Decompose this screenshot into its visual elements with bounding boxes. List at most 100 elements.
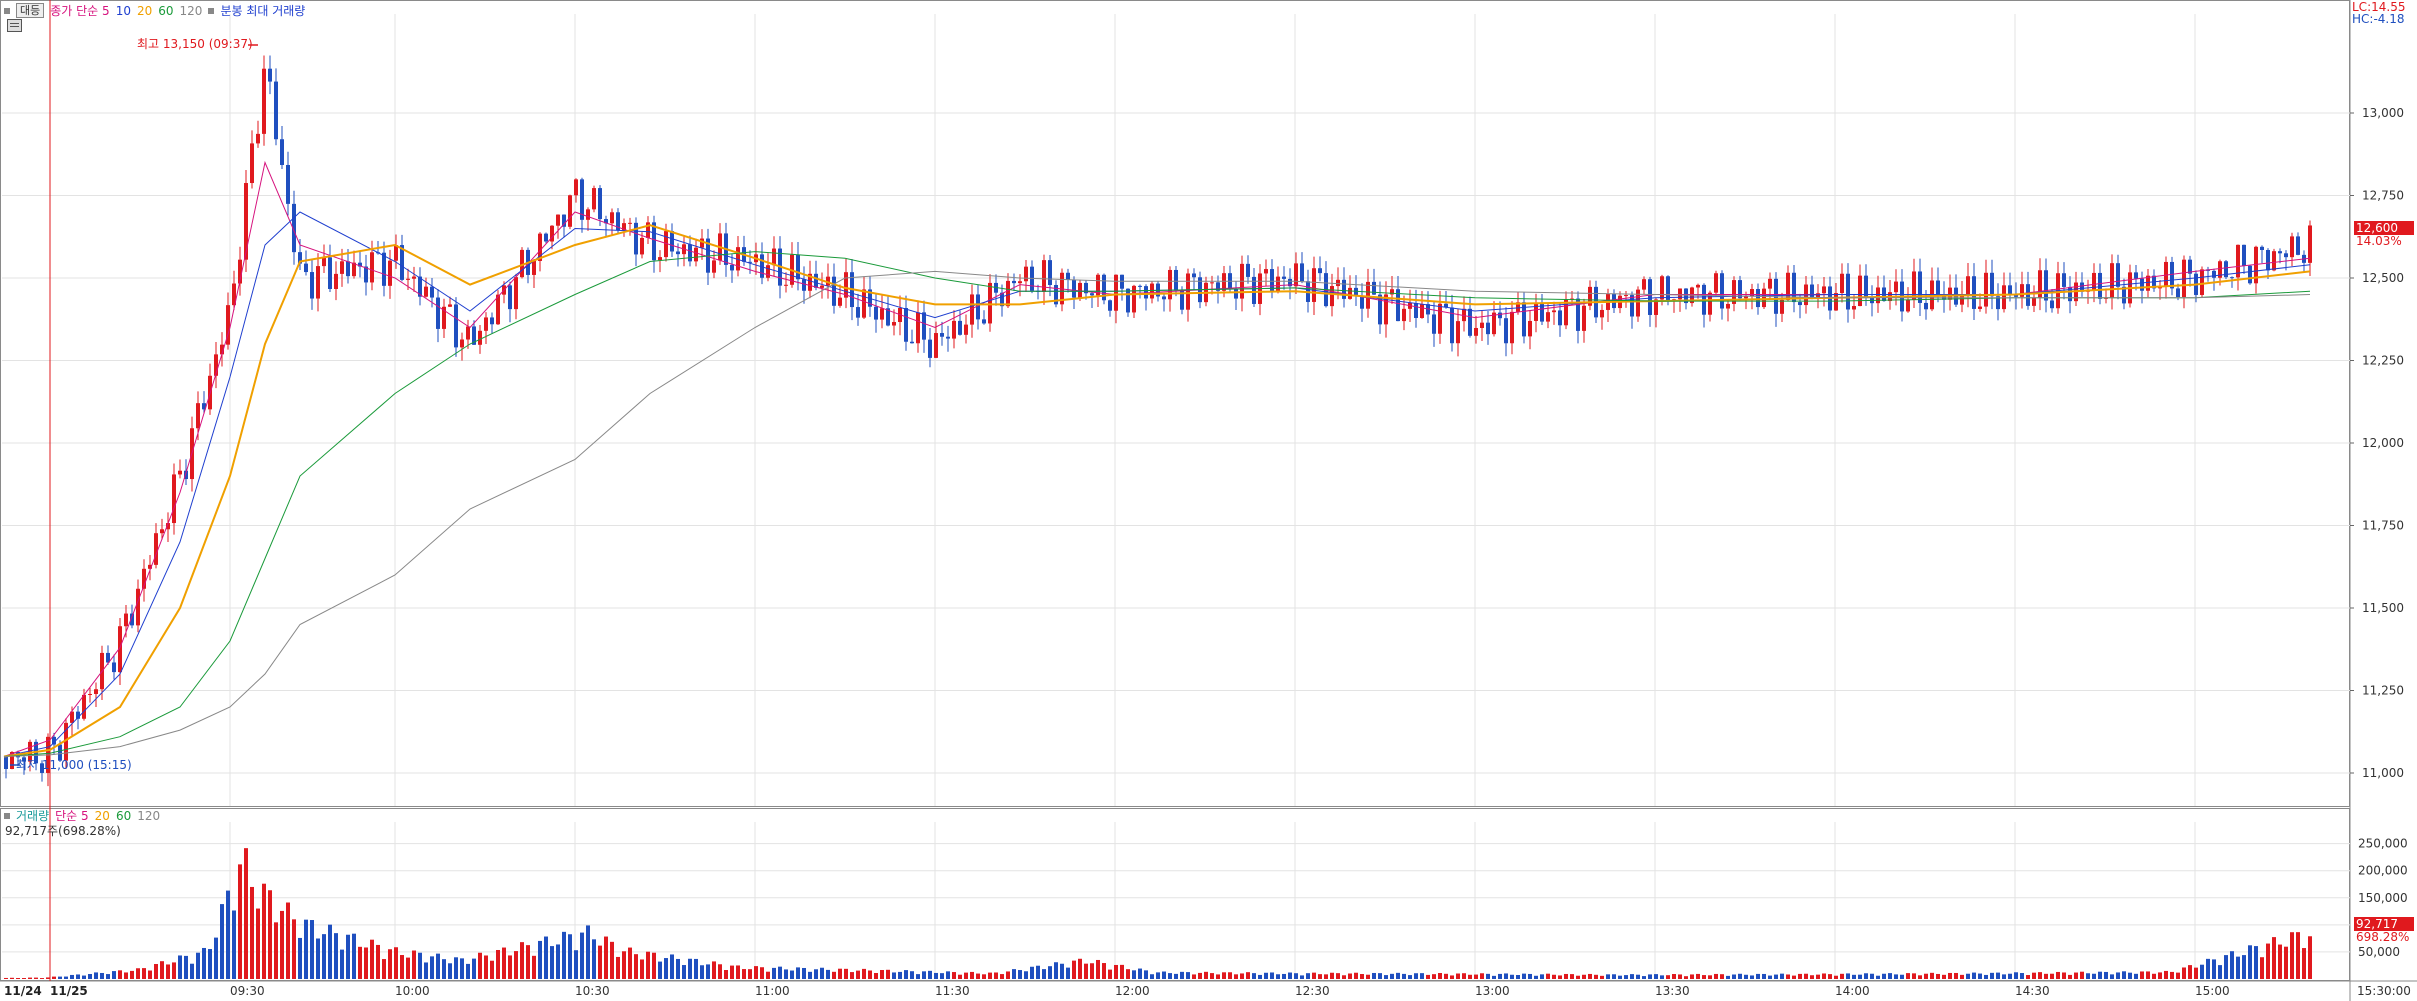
volume-legend: 거래량 단순 5 20 60 120 [4, 807, 160, 824]
candle-body [1504, 318, 1508, 344]
volume-bar [520, 942, 524, 979]
volume-bar [1042, 969, 1046, 979]
volume-bar [1480, 973, 1484, 979]
ratio-button[interactable]: 대등 [16, 3, 45, 18]
legend-ma60: 60 [158, 3, 174, 18]
volume-bar [94, 972, 98, 979]
candle-body [1894, 281, 1898, 293]
candle-body [514, 277, 518, 310]
volume-bar [2224, 955, 2228, 979]
volume-bar [1360, 974, 1364, 979]
volume-bar [892, 972, 896, 979]
volume-bar [616, 956, 620, 979]
volume-bar [1786, 974, 1790, 979]
volume-bar [1114, 964, 1118, 979]
volume-bar [1300, 975, 1304, 979]
volume-bar [58, 976, 62, 979]
volume-bar [274, 922, 278, 979]
volume-bar [1738, 973, 1742, 979]
volume-bar [1918, 975, 1922, 979]
candle-body [1132, 285, 1136, 313]
candle-body [796, 254, 800, 280]
candle-body [1750, 289, 1754, 297]
current-volume-tag: 92,717 [2354, 917, 2414, 931]
volume-bar [40, 978, 44, 979]
ma-line-120 [3, 270, 2311, 757]
volume-bar [1648, 974, 1652, 979]
price-tick-label: 11,000 [2362, 766, 2404, 780]
volume-bar [1654, 974, 1658, 979]
candle-body [964, 324, 968, 335]
candle-body [226, 305, 230, 345]
candle-body [1372, 281, 1376, 295]
volume-bar [1060, 963, 1064, 979]
candle-body [184, 470, 188, 480]
candle-body [2254, 246, 2258, 284]
candle-body [88, 693, 92, 695]
volume-bar [1930, 972, 1934, 979]
volume-bar [2014, 972, 2018, 979]
candle-body [280, 139, 284, 165]
candle-body [2182, 259, 2186, 298]
candle-body [1732, 280, 1736, 304]
candle-body [2170, 261, 2174, 289]
candle-body [238, 259, 242, 284]
ma-line-단순 5 [3, 160, 2311, 757]
volume-bar [994, 972, 998, 979]
ma-line-10 [3, 211, 2311, 757]
candle-body [2110, 263, 2114, 298]
candle-body [358, 262, 362, 267]
candle-body [2188, 259, 2192, 274]
volume-bar [736, 965, 740, 979]
candle-body [232, 283, 236, 306]
candle-body [1108, 300, 1112, 311]
candle-body [1276, 276, 1280, 291]
volume-bar [2200, 964, 2204, 979]
candle-body [1540, 303, 1544, 322]
candle-body [1348, 287, 1352, 299]
volume-bar [160, 961, 164, 979]
candle-body [1342, 279, 1346, 299]
volume-bar [1954, 972, 1958, 979]
volume-bar [1558, 975, 1562, 979]
candle-body [1012, 280, 1016, 284]
volume-bar [1456, 973, 1460, 979]
volume-bar [2086, 973, 2090, 979]
candle-body [4, 756, 8, 769]
volume-bar [424, 962, 428, 979]
volume-bar [2188, 965, 2192, 979]
volume-bar [310, 920, 314, 979]
candle-body [1180, 290, 1184, 310]
candle-body [160, 529, 164, 534]
candle-body [1216, 282, 1220, 291]
volume-bar [1408, 975, 1412, 979]
volume-bar [562, 931, 566, 979]
candle-body [736, 247, 740, 271]
time-tick-label: 11:00 [755, 984, 790, 998]
candle-body [544, 233, 548, 242]
candle-body [1660, 276, 1664, 300]
volume-bar [1612, 974, 1616, 979]
list-icon[interactable] [7, 19, 22, 32]
volume-bar [610, 941, 614, 979]
volume-bar [988, 972, 992, 979]
volume-bar [1054, 962, 1058, 979]
volume-bar [2302, 948, 2306, 979]
legend-vol-ma60: 60 [115, 808, 132, 823]
volume-bar [1792, 975, 1796, 979]
volume-bar [1990, 972, 1994, 979]
volume-bar [1894, 974, 1898, 979]
candle-body [1054, 284, 1058, 305]
volume-bar [28, 977, 32, 979]
candle-body [2242, 244, 2246, 266]
candle-body [2062, 273, 2066, 287]
volume-bar [484, 955, 488, 979]
candle-body [1396, 289, 1400, 322]
volume-bar [448, 963, 452, 979]
candle-body [1630, 295, 1634, 317]
volume-bar [1606, 974, 1610, 979]
volume-bar [178, 955, 182, 979]
candle-body [1648, 279, 1652, 315]
candle-body [982, 319, 986, 324]
volume-bar [1066, 967, 1070, 979]
